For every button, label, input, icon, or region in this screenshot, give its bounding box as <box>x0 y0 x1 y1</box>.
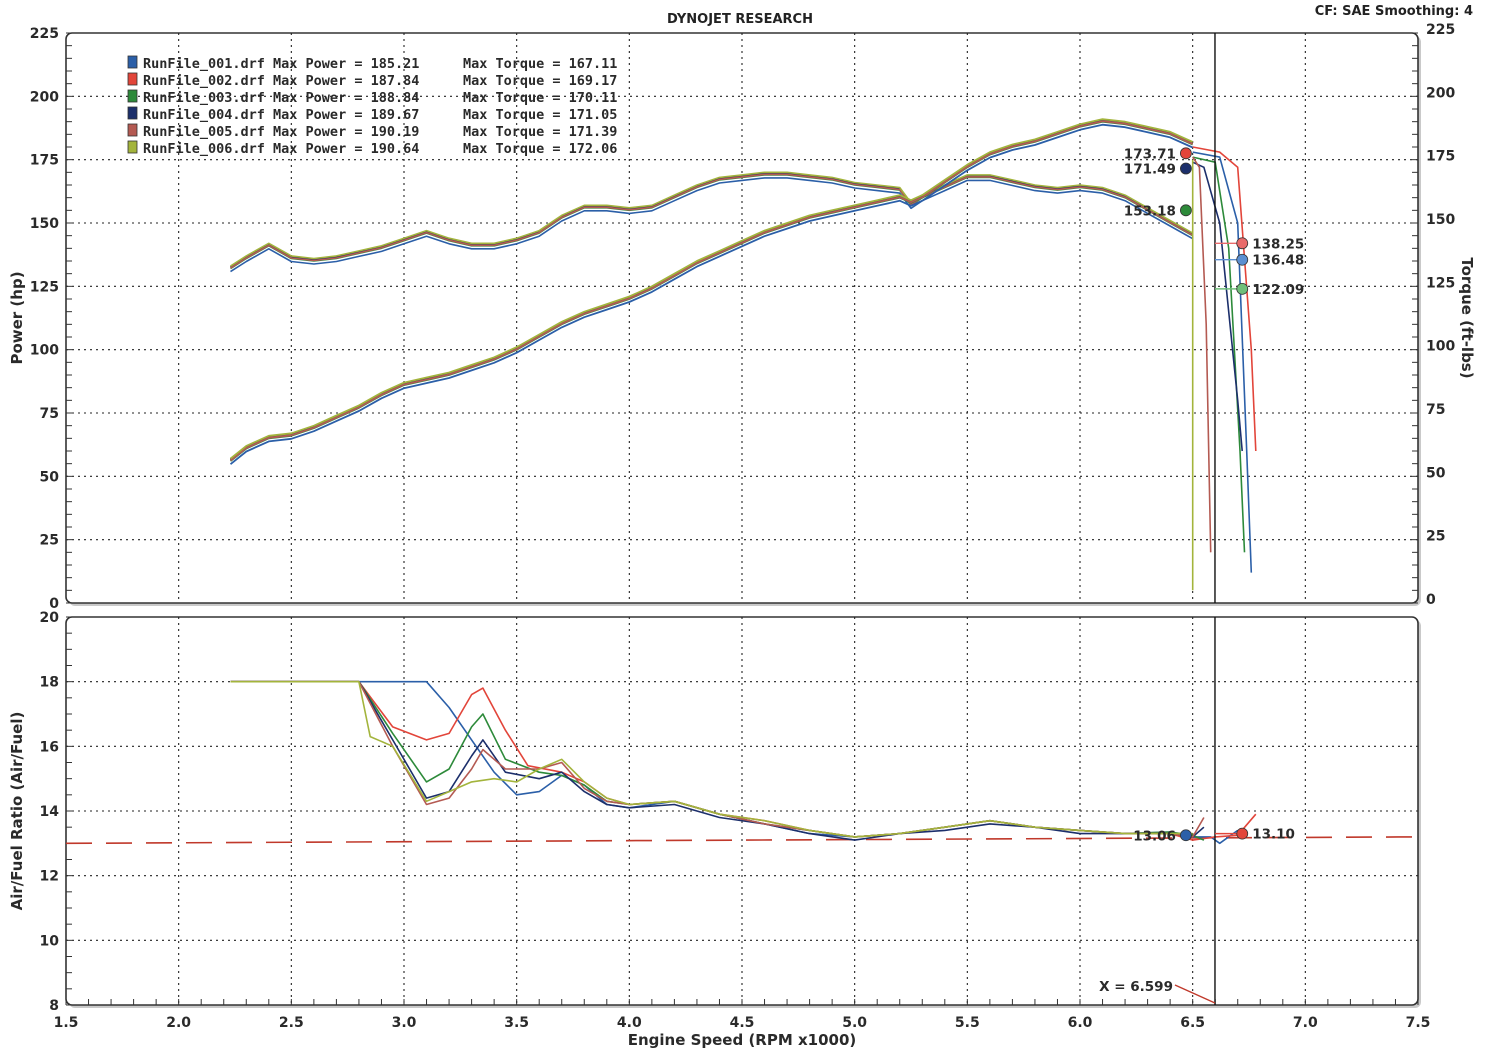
x-tick-label: 3.0 <box>392 1015 417 1031</box>
power-y-tick-label: 75 <box>40 406 59 422</box>
x-tick-label: 3.5 <box>504 1015 529 1031</box>
legend-entry-power: RunFile_004.drf Max Power = 189.67 <box>143 107 419 123</box>
torque-y-tick-label: 225 <box>1426 22 1455 38</box>
legend-entry-power: RunFile_005.drf Max Power = 190.19 <box>143 124 419 140</box>
legend-entry-power: RunFile_002.drf Max Power = 187.84 <box>143 73 419 89</box>
power-y-tick-label: 50 <box>40 469 60 485</box>
legend-entry-torque: Max Torque = 171.05 <box>463 107 617 123</box>
torque-y-tick-label: 200 <box>1426 85 1455 101</box>
x-tick-label: 7.5 <box>1406 1015 1431 1031</box>
chart-settings: CF: SAE Smoothing: 4 <box>1315 4 1473 19</box>
legend-swatch <box>127 106 138 120</box>
power-marker-label: 173.71 <box>1124 146 1176 162</box>
afr-y-tick-label: 20 <box>40 610 60 626</box>
power-marker-label: 171.49 <box>1124 162 1176 178</box>
power-dropoff-2 <box>1192 146 1257 452</box>
x-tick-label: 6.0 <box>1068 1015 1093 1031</box>
x-tick-label: 2.5 <box>279 1015 304 1031</box>
torque-y-tick-label: 100 <box>1426 339 1455 355</box>
afr-reference-line <box>65 836 1419 845</box>
torque-curve-1 <box>230 177 1194 273</box>
torque-y-tick-label: 150 <box>1426 212 1455 228</box>
power-marker <box>1236 253 1249 266</box>
power-marker <box>1180 204 1192 217</box>
power-dropoff-3 <box>1192 156 1246 553</box>
afr-curve-4 <box>230 680 1205 841</box>
legend-swatch <box>127 89 138 103</box>
afr-y-tick-label: 8 <box>49 998 59 1014</box>
x-tick-label: 5.5 <box>955 1015 980 1031</box>
x-tick-label: 4.0 <box>617 1015 642 1031</box>
afr-y-axis-label: Air/Fuel Ratio (Air/Fuel) <box>8 712 26 911</box>
legend-entry-torque: Max Torque = 170.11 <box>463 90 617 106</box>
power-y-tick-label: 225 <box>30 26 59 42</box>
legend-entry-torque: Max Torque = 169.17 <box>463 73 617 89</box>
power-curve-5 <box>229 120 1194 462</box>
torque-y-tick-label: 175 <box>1426 149 1455 165</box>
afr-marker-label: 13.10 <box>1252 827 1295 843</box>
torque-y-tick-label: 25 <box>1426 529 1445 545</box>
power-y-tick-label: 100 <box>30 343 59 359</box>
power-curve-6 <box>229 118 1194 460</box>
legend-entry-torque: Max Torque = 172.06 <box>463 141 617 157</box>
power-marker-label: 153.18 <box>1124 203 1176 219</box>
legend-entry-power: RunFile_006.drf Max Power = 190.64 <box>143 141 419 157</box>
torque-y-tick-label: 50 <box>1426 465 1446 481</box>
afr-y-tick-label: 14 <box>40 804 60 820</box>
cursor-readout-leader <box>1174 984 1216 1004</box>
power-marker <box>1236 237 1249 250</box>
power-dropoff-4 <box>1192 161 1243 452</box>
power-y-tick-label: 125 <box>30 279 59 295</box>
power-dropoff-1 <box>1192 151 1253 573</box>
legend-entry-torque: Max Torque = 171.39 <box>463 124 617 140</box>
power-curve-1 <box>229 123 1194 465</box>
torque-y-tick-label: 75 <box>1426 402 1445 418</box>
x-tick-label: 2.0 <box>166 1015 191 1031</box>
afr-marker-label: 13.06 <box>1133 828 1176 844</box>
x-axis-label: Engine Speed (RPM x1000) <box>628 1031 857 1049</box>
power-y-axis-label: Power (hp) <box>8 271 26 364</box>
afr-y-tick-label: 12 <box>40 869 59 885</box>
legend-entry-torque: Max Torque = 167.11 <box>463 56 617 72</box>
x-tick-label: 5.0 <box>842 1015 867 1031</box>
afr-y-tick-label: 10 <box>40 933 60 949</box>
power-y-tick-label: 200 <box>30 89 59 105</box>
legend-swatch <box>127 140 138 154</box>
power-marker-label: 136.48 <box>1252 253 1304 269</box>
torque-y-tick-label: 0 <box>1426 592 1436 608</box>
power-dropoff-5 <box>1192 156 1212 553</box>
power-y-tick-label: 150 <box>30 216 59 232</box>
afr-y-tick-label: 18 <box>40 675 59 691</box>
torque-y-tick-label: 125 <box>1426 275 1455 291</box>
power-y-tick-label: 25 <box>40 533 59 549</box>
torque-y-axis-label: Torque (ft-lbs) <box>1458 257 1476 378</box>
power-marker-label: 122.09 <box>1252 282 1304 298</box>
cursor-readout: X = 6.599 <box>1099 979 1173 995</box>
afr-marker <box>1180 829 1192 842</box>
x-tick-label: 7.0 <box>1293 1015 1318 1031</box>
afr-marker <box>1236 827 1249 840</box>
legend-entry-power: RunFile_003.drf Max Power = 188.84 <box>143 90 419 106</box>
legend-entry-power: RunFile_001.drf Max Power = 185.21 <box>143 56 419 72</box>
torque-curve-5 <box>230 173 1194 269</box>
afr-curve-6 <box>230 680 1193 838</box>
x-tick-label: 4.5 <box>730 1015 755 1031</box>
x-tick-label: 1.5 <box>54 1015 79 1031</box>
afr-y-tick-label: 16 <box>40 739 59 755</box>
power-marker <box>1180 162 1192 175</box>
torque-curve-6 <box>230 171 1194 267</box>
power-marker-label: 138.25 <box>1252 236 1304 252</box>
legend-swatch <box>127 72 138 86</box>
legend-swatch <box>127 123 138 137</box>
x-tick-label: 6.5 <box>1180 1015 1205 1031</box>
legend-swatch <box>127 55 138 69</box>
power-y-tick-label: 0 <box>49 596 59 612</box>
power-marker <box>1236 282 1249 295</box>
power-marker <box>1180 147 1192 160</box>
power-y-tick-label: 175 <box>30 153 59 169</box>
chart-title: DYNOJET RESEARCH <box>667 12 813 27</box>
